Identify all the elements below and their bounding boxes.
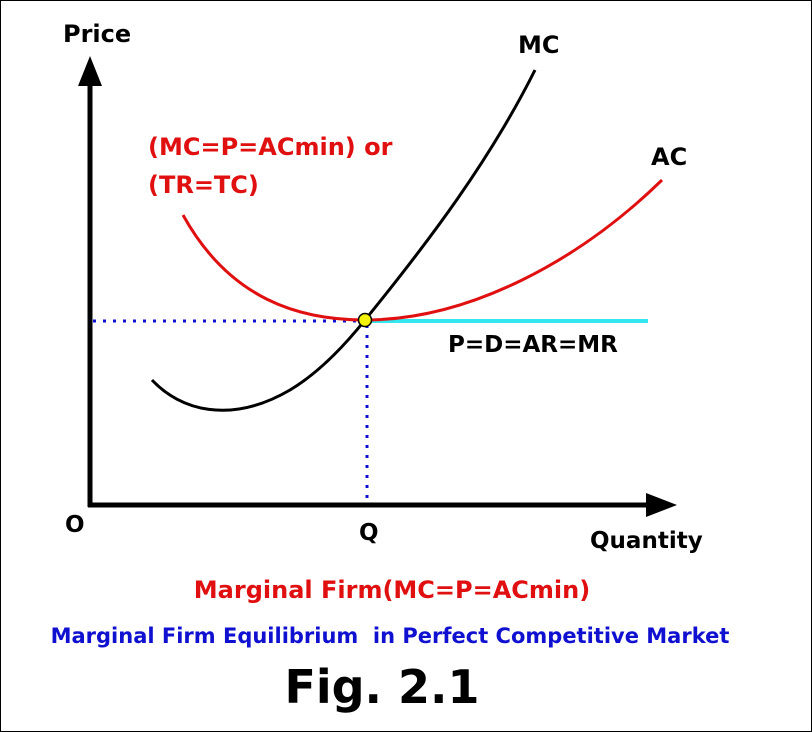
annotation-line: (TR=TC) [148,171,259,199]
mc-label: MC [518,31,560,59]
x-axis-label: Quantity [590,528,703,554]
x-axis-arrow [646,493,677,517]
figure-number: Fig. 2.1 [284,660,479,714]
ac-curve [181,178,664,322]
condition-caption: Marginal Firm(MC=P=ACmin) [194,576,590,604]
equilibrium-point [357,312,373,328]
y-axis-label: Price [63,20,131,48]
subtitle: Marginal Firm Equilibrium in Perfect Com… [51,624,730,648]
y-axis-arrow [78,56,102,86]
price-line-label: P=D=AR=MR [448,332,618,358]
annotation-line: (MC=P=ACmin) or [148,133,393,161]
ac-label: AC [651,143,687,171]
q-label: Q [359,520,379,546]
mc-curve [150,69,537,412]
origin-label: O [65,512,85,538]
